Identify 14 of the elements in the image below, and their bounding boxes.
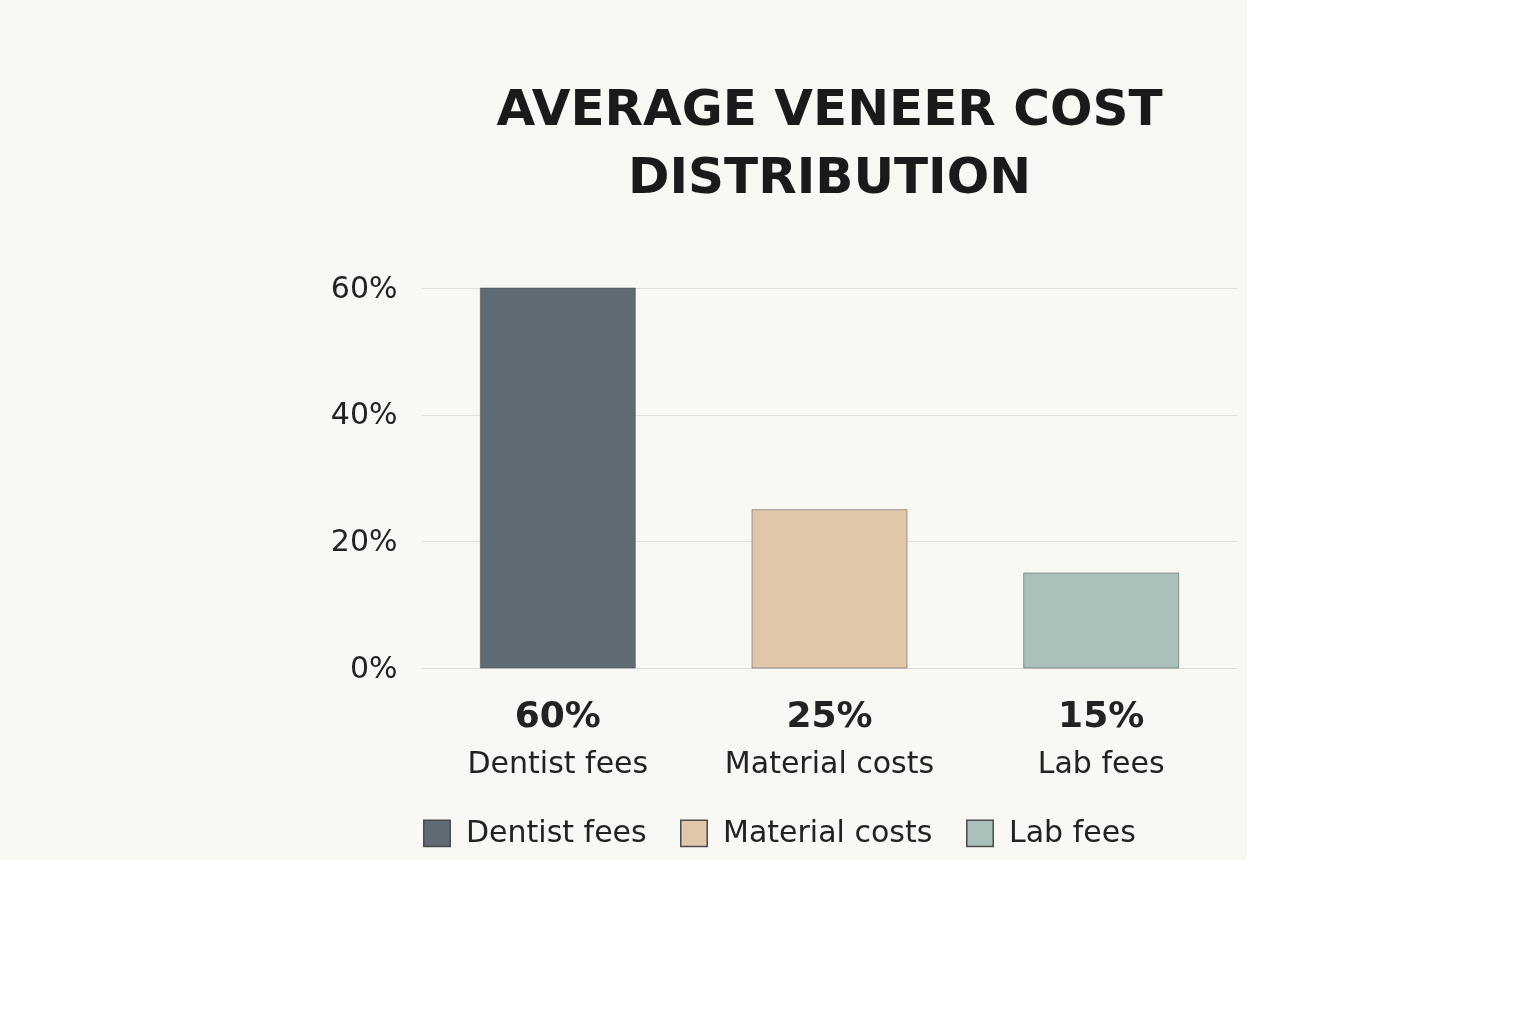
chart-title: AVERAGE VENEER COST DISTRIBUTION xyxy=(496,79,1163,205)
y-tick-label: 20% xyxy=(330,522,398,558)
x-tick-label: Lab fees xyxy=(1037,744,1165,780)
legend-label: Lab fees xyxy=(1009,814,1136,850)
y-tick-label: 0% xyxy=(349,649,398,685)
x-tick-label: Dentist fees xyxy=(467,744,649,780)
y-tick-label: 40% xyxy=(330,396,398,432)
y-tick-label: 60% xyxy=(330,269,398,305)
legend-label: Material costs xyxy=(723,814,933,850)
data-label: 60% xyxy=(514,694,601,735)
legend-label: Dentist fees xyxy=(466,814,647,850)
data-label: 15% xyxy=(1058,694,1145,735)
data-label: 25% xyxy=(786,694,873,735)
x-tick-label: Material costs xyxy=(724,744,935,780)
